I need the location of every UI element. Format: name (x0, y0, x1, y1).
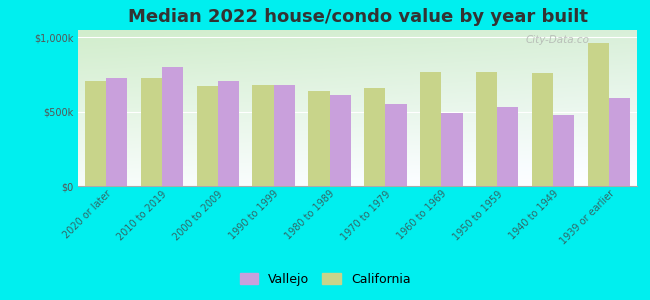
Bar (106, 77, 127, 186)
Bar (553, 115, 575, 186)
Bar (364, 88, 385, 186)
Bar (140, 77, 162, 186)
Bar (274, 85, 295, 186)
Bar (252, 85, 274, 186)
Title: Median 2022 house/condo value by year built: Median 2022 house/condo value by year bu… (127, 8, 588, 26)
Bar (588, 44, 609, 186)
Bar (308, 91, 330, 186)
Bar (196, 86, 218, 186)
Bar (532, 73, 553, 186)
Bar (441, 113, 463, 186)
Bar (385, 104, 407, 186)
Bar (420, 72, 441, 186)
Bar (476, 72, 497, 186)
Bar (609, 98, 630, 186)
Text: City-Data.co: City-Data.co (525, 35, 589, 45)
Bar (497, 107, 519, 186)
Bar (84, 80, 106, 186)
Legend: Vallejo, California: Vallejo, California (235, 268, 415, 291)
Bar (330, 95, 351, 186)
Bar (218, 80, 239, 186)
Bar (162, 67, 183, 186)
